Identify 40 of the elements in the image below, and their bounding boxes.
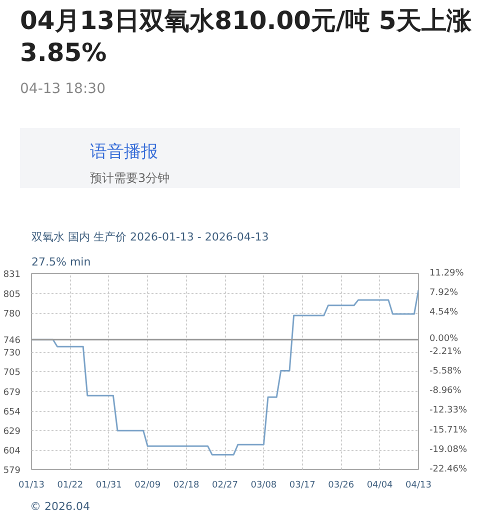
y-tick-label: 654 [3,408,21,418]
y-tick-label: 746 [3,336,21,346]
y2-tick-label: -2.21% [430,346,462,357]
y2-tick-label: 7.92% [430,288,459,298]
y-tick-label: 805 [3,290,21,300]
y2-tick-label: -19.08% [430,444,468,455]
y-tick-label: 604 [3,446,21,457]
y-tick-label: 730 [3,348,21,359]
y2-tick-label: -5.58% [430,366,462,376]
x-tick-label: 01/13 [18,480,44,490]
y-tick-label: 679 [3,388,21,398]
chart-subtitle: 04-13 18:30 [20,80,106,99]
x-tick-label: 03/08 [250,480,277,490]
y2-tick-label: 0.00% [430,334,459,344]
y-tick-label: 831 [3,270,21,280]
y2-tick-label: -22.46% [430,464,468,474]
y2-tick-label: -15.71% [430,425,468,436]
x-tick-label: 01/22 [57,480,84,490]
y2-tick-label: 4.54% [430,308,459,318]
y-tick-label: 780 [3,310,21,320]
x-tick-label: 03/26 [328,480,354,490]
text: 双氧水 国内 生产价 2026-01-13 - 2026-04-13 [32,230,269,244]
y2-tick-label: -8.96% [430,386,462,396]
text: 27.5% min [32,256,91,268]
text: 语音播报 [90,141,159,164]
y-tick-label: 629 [3,427,21,438]
text: © 2026.04 [30,499,90,515]
x-tick-label: 04/13 [406,480,432,490]
text: 预计需要3分钟 [90,170,171,188]
y2-tick-label: -12.33% [430,406,468,416]
x-tick-label: 02/18 [173,480,200,490]
x-tick-label: 04/04 [366,480,394,490]
x-tick-label: 03/17 [289,480,316,490]
chart-title: 04月13日双氧水810.00元/吨 5天上涨3.85% [20,5,472,69]
x-tick-label: 02/09 [134,480,161,490]
x-tick-label: 02/27 [212,480,238,490]
y-tick-label: 579 [3,466,21,476]
y2-tick-label: 11.29% [430,268,464,278]
x-tick-label: 01/31 [96,480,122,490]
y-tick-label: 705 [3,368,21,378]
